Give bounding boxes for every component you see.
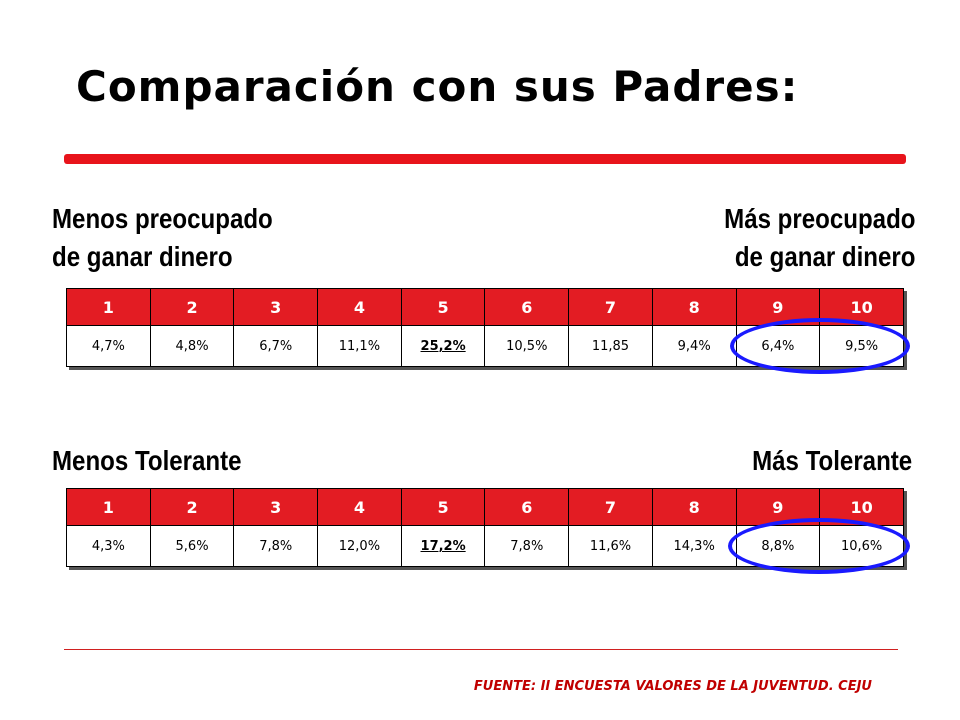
money-concern-table: 1 2 3 4 5 6 7 8 9 10 4,7% 4,8% 6,7% 11,1… [66, 288, 904, 367]
page-title: Comparación con sus Padres: [76, 62, 799, 111]
table-header-row: 1 2 3 4 5 6 7 8 9 10 [66, 288, 904, 326]
table-header-cell: 4 [317, 288, 402, 326]
table-value-cell: 4,3% [66, 525, 151, 567]
table-value-cell: 6,7% [233, 325, 319, 367]
table-value-cell: 7,8% [484, 525, 570, 567]
scale-left-label-money: Menos preocupado de ganar dinero [52, 200, 273, 276]
table-value-cell: 11,6% [568, 525, 653, 567]
highlight-circle-tolerance [728, 518, 910, 574]
scale-right-label-tolerance: Más Tolerante [752, 442, 912, 480]
table-value-cell: 11,85 [568, 325, 653, 367]
table-header-cell: 2 [149, 288, 235, 326]
table-value-cell: 4,8% [149, 325, 235, 367]
table-header-cell: 6 [484, 488, 570, 526]
table-value-cell: 9,4% [651, 325, 737, 367]
table-header-cell: 6 [484, 288, 570, 326]
table-header-cell: 2 [149, 488, 235, 526]
table-header-row: 1 2 3 4 5 6 7 8 9 10 [66, 488, 904, 526]
table-value-cell: 12,0% [317, 525, 402, 567]
table-value-cell: 10,5% [484, 325, 570, 367]
scale-left-label-tolerance: Menos Tolerante [52, 442, 242, 480]
table-row: 4,7% 4,8% 6,7% 11,1% 25,2% 10,5% 11,85 9… [66, 325, 904, 367]
table-header-cell: 3 [233, 488, 319, 526]
table-header-cell: 8 [651, 288, 737, 326]
scale-left-label-line2: de ganar dinero [52, 241, 233, 272]
scale-left-label-text: Menos Tolerante [52, 445, 242, 476]
scale-right-label-text: Más Tolerante [751, 445, 912, 476]
scale-left-label-line1: Menos preocupado [52, 203, 273, 234]
title-underline [64, 154, 906, 164]
table-header-cell: 5 [400, 488, 486, 526]
table-header-cell: 3 [233, 288, 319, 326]
table-header-cell: 8 [651, 488, 737, 526]
table-value-cell: 4,7% [66, 325, 151, 367]
table-value-cell: 14,3% [651, 525, 737, 567]
table-header-cell: 7 [568, 488, 653, 526]
scale-right-label-line1: Más preocupado [723, 203, 915, 234]
source-citation: FUENTE: II ENCUESTA VALORES DE LA JUVENT… [473, 679, 872, 694]
table-header-cell: 4 [317, 488, 402, 526]
table-value-cell-highlighted: 17,2% [400, 525, 486, 567]
table-header-cell: 5 [400, 288, 486, 326]
tolerance-table: 1 2 3 4 5 6 7 8 9 10 4,3% 5,6% 7,8% 12,0… [66, 488, 904, 567]
table-header-cell: 1 [66, 288, 151, 326]
table-header-cell: 7 [568, 288, 653, 326]
table-header-cell: 1 [66, 488, 151, 526]
scale-right-label-line2: de ganar dinero [734, 241, 915, 272]
table-value-cell: 5,6% [149, 525, 235, 567]
table-value-cell: 11,1% [317, 325, 402, 367]
table-value-cell: 7,8% [233, 525, 319, 567]
scale-right-label-money: Más preocupado de ganar dinero [724, 200, 915, 276]
highlight-circle-money [730, 318, 910, 374]
footer-divider [64, 649, 898, 650]
table-value-cell-highlighted: 25,2% [400, 325, 486, 367]
